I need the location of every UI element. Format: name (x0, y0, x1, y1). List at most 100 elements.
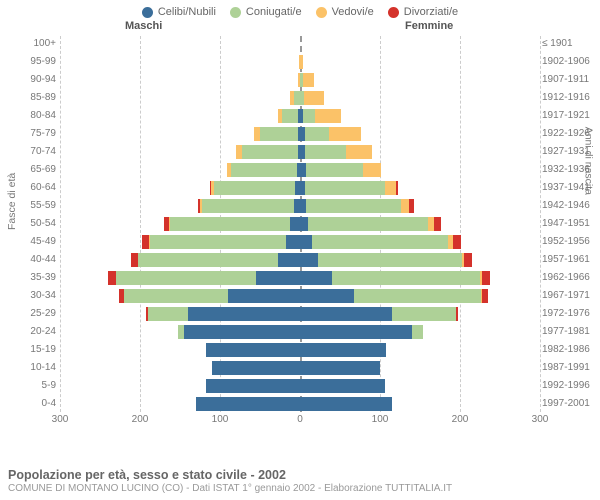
bar-segment-single (300, 235, 312, 249)
bar-segment-married (354, 289, 480, 303)
pyramid-row: 100+≤ 1901 (60, 36, 540, 54)
male-bar (142, 235, 300, 249)
female-bar (300, 91, 324, 105)
bar-segment-divorced (396, 181, 398, 195)
bar-segment-single (278, 253, 300, 267)
bar-segment-widowed (300, 55, 303, 69)
age-label: 100+ (4, 38, 56, 49)
pyramid-row: 70-741927-1931 (60, 144, 540, 162)
birth-year-label: 1937-1941 (542, 182, 596, 193)
bar-segment-widowed (303, 73, 313, 87)
birth-year-label: 1957-1961 (542, 254, 596, 265)
bar-segment-married (260, 127, 298, 141)
female-bar (300, 109, 341, 123)
bar-segment-single (286, 235, 300, 249)
age-label: 35-39 (4, 272, 56, 283)
birth-year-label: 1972-1976 (542, 308, 596, 319)
bar-segment-single (300, 397, 392, 411)
age-label: 25-29 (4, 308, 56, 319)
male-bar (198, 199, 300, 213)
male-bar (290, 91, 300, 105)
legend-item: Divorziati/e (388, 6, 458, 18)
bar-segment-single (300, 289, 354, 303)
female-bar (300, 199, 414, 213)
male-bar (146, 307, 300, 321)
female-bar (300, 253, 472, 267)
female-header: Femmine (405, 20, 453, 32)
bar-segment-single (300, 361, 380, 375)
bar-segment-divorced (482, 271, 490, 285)
age-label: 15-19 (4, 344, 56, 355)
bar-segment-married (231, 163, 297, 177)
birth-year-label: 1922-1926 (542, 128, 596, 139)
bar-segment-married (392, 307, 456, 321)
female-bar (300, 325, 423, 339)
bar-segment-married (306, 199, 400, 213)
pyramid-row: 0-41997-2001 (60, 396, 540, 414)
female-bar (300, 217, 441, 231)
female-bar (300, 289, 488, 303)
birth-year-label: 1962-1966 (542, 272, 596, 283)
legend-item: Celibi/Nubili (142, 6, 216, 18)
bar-segment-married (170, 217, 290, 231)
bar-segment-widowed (304, 91, 324, 105)
legend-swatch (142, 7, 153, 18)
bar-segment-divorced (456, 307, 458, 321)
bar-segment-single (196, 397, 300, 411)
male-bar (236, 145, 300, 159)
x-tick-label: 200 (132, 414, 149, 425)
age-label: 65-69 (4, 164, 56, 175)
age-label: 30-34 (4, 290, 56, 301)
pyramid-row: 25-291972-1976 (60, 306, 540, 324)
age-label: 95-99 (4, 56, 56, 67)
female-bar (300, 271, 490, 285)
pyramid-row: 30-341967-1971 (60, 288, 540, 306)
male-bar (131, 253, 300, 267)
age-label: 40-44 (4, 254, 56, 265)
age-label: 85-89 (4, 92, 56, 103)
bar-segment-widowed (329, 127, 361, 141)
male-bar (178, 325, 300, 339)
female-bar (300, 73, 314, 87)
bar-segment-single (300, 271, 332, 285)
bar-segment-married (124, 289, 228, 303)
pyramid-row: 65-691932-1936 (60, 162, 540, 180)
bar-segment-single (300, 217, 308, 231)
female-bar (300, 181, 398, 195)
legend-label: Divorziati/e (404, 6, 458, 18)
pyramid-row: 45-491952-1956 (60, 234, 540, 252)
age-label: 45-49 (4, 236, 56, 247)
bar-segment-married (332, 271, 480, 285)
x-tick-label: 100 (212, 414, 229, 425)
pyramid-row: 20-241977-1981 (60, 324, 540, 342)
x-axis: 3002001000100200300 (60, 414, 540, 430)
bar-segment-married (303, 109, 315, 123)
bar-segment-married (308, 217, 428, 231)
bar-segment-married (305, 145, 347, 159)
age-label: 10-14 (4, 362, 56, 373)
birth-year-label: 1977-1981 (542, 326, 596, 337)
bar-segment-single (212, 361, 300, 375)
bar-segment-widowed (315, 109, 341, 123)
bar-segment-widowed (363, 163, 381, 177)
birth-year-label: 1902-1906 (542, 56, 596, 67)
x-tick-label: 200 (452, 414, 469, 425)
male-bar (108, 271, 300, 285)
female-bar (300, 343, 386, 357)
birth-year-label: 1927-1931 (542, 146, 596, 157)
legend-item: Vedovi/e (316, 6, 374, 18)
pyramid-row: 90-941907-1911 (60, 72, 540, 90)
female-bar (300, 127, 361, 141)
male-bar (227, 163, 300, 177)
x-tick-label: 0 (297, 414, 303, 425)
chart-title: Popolazione per età, sesso e stato civil… (8, 468, 452, 482)
legend-label: Celibi/Nubili (158, 6, 216, 18)
bar-segment-married (242, 145, 298, 159)
pyramid-row: 50-541947-1951 (60, 216, 540, 234)
age-label: 80-84 (4, 110, 56, 121)
age-label: 60-64 (4, 182, 56, 193)
pyramid-row: 95-991902-1906 (60, 54, 540, 72)
birth-year-label: 1947-1951 (542, 218, 596, 229)
chart-subtitle: COMUNE DI MONTANO LUCINO (CO) - Dati IST… (8, 483, 452, 494)
age-label: 90-94 (4, 74, 56, 85)
